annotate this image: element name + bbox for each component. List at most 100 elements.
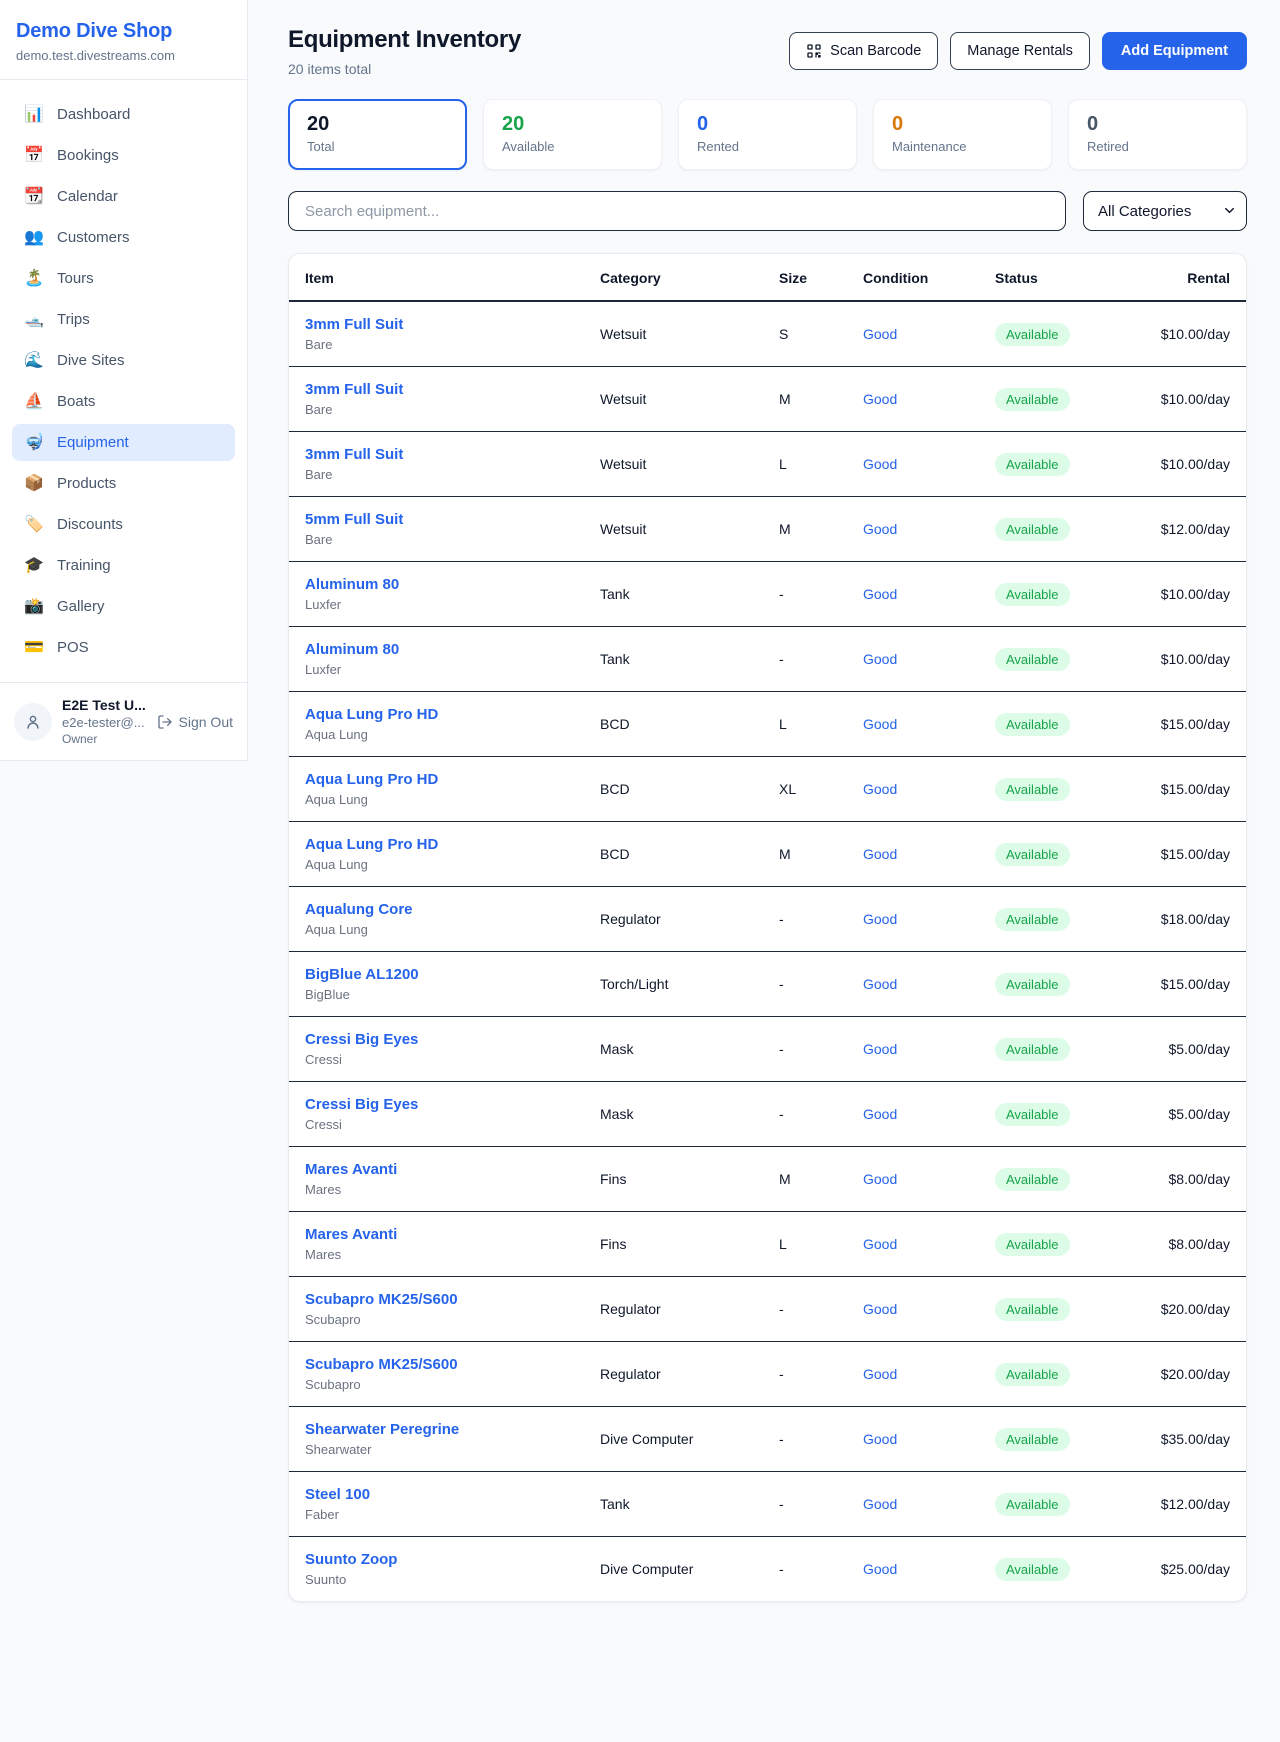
status-badge: Available [995, 322, 1070, 346]
item-name-link[interactable]: Cressi Big Eyes [305, 1031, 419, 1048]
table-row[interactable]: Aqua Lung Pro HD Aqua Lung BCD L Good Availab… [289, 692, 1246, 757]
sidebar-item-gallery[interactable]: 📸 Gallery [12, 588, 235, 625]
table-row[interactable]: Suunto Zoop Suunto Dive Computer - Good Avail… [289, 1537, 1246, 1602]
table-row[interactable]: Aqua Lung Pro HD Aqua Lung BCD XL Good Availa… [289, 757, 1246, 822]
condition-link[interactable]: Good [863, 1366, 898, 1382]
sidebar-item-dashboard[interactable]: 📊 Dashboard [12, 96, 235, 133]
condition-link[interactable]: Good [863, 716, 898, 732]
condition-link[interactable]: Good [863, 846, 898, 862]
item-name-link[interactable]: Aqualung Core [305, 901, 413, 918]
sidebar-item-products[interactable]: 📦 Products [12, 465, 235, 502]
condition-link[interactable]: Good [863, 651, 898, 667]
add-equipment-button[interactable]: Add Equipment [1101, 32, 1247, 70]
table-row[interactable]: BigBlue AL1200 BigBlue Torch/Light - Good Ava… [289, 952, 1246, 1017]
item-name-link[interactable]: Shearwater Peregrine [305, 1421, 460, 1438]
search-input[interactable] [288, 191, 1066, 231]
item-name-link[interactable]: 5mm Full Suit [305, 511, 404, 528]
item-name-link[interactable]: Cressi Big Eyes [305, 1096, 419, 1113]
sidebar-item-bookings[interactable]: 📅 Bookings [12, 137, 235, 174]
table-row[interactable]: Mares Avanti Mares Fins L Good Available $8.00… [289, 1212, 1246, 1277]
table-row[interactable]: Scubapro MK25/S600 Scubapro Regulator - Good… [289, 1277, 1246, 1342]
condition-link[interactable]: Good [863, 1301, 898, 1317]
stat-card-maintenance[interactable]: 0 Maintenance [873, 99, 1052, 170]
condition-link[interactable]: Good [863, 976, 898, 992]
status-badge: Available [995, 907, 1070, 931]
condition-link[interactable]: Good [863, 1431, 898, 1447]
stat-card-rented[interactable]: 0 Rented [678, 99, 857, 170]
condition-link[interactable]: Good [863, 1171, 898, 1187]
item-name-link[interactable]: Aluminum 80 [305, 641, 400, 658]
condition-link[interactable]: Good [863, 1041, 898, 1057]
condition-link[interactable]: Good [863, 1496, 898, 1512]
scan-barcode-button[interactable]: Scan Barcode [789, 32, 939, 70]
sidebar-item-customers[interactable]: 👥 Customers [12, 219, 235, 256]
sidebar-item-pos[interactable]: 💳 POS [12, 629, 235, 666]
condition-link[interactable]: Good [863, 456, 898, 472]
sign-out-button[interactable]: Sign Out [157, 714, 233, 730]
table-row[interactable]: Aqualung Core Aqua Lung Regulator - Good Avai… [289, 887, 1246, 952]
sidebar-item-trips[interactable]: 🛥️ Trips [12, 301, 235, 338]
table-row[interactable]: 3mm Full Suit Bare Wetsuit L Good Available $1… [289, 432, 1246, 497]
sidebar-item-training[interactable]: 🎓 Training [12, 547, 235, 584]
bar-chart-icon: 📊 [24, 105, 44, 123]
stat-card-total[interactable]: 20 Total [288, 99, 467, 170]
item-name-link[interactable]: 3mm Full Suit [305, 316, 404, 333]
table-row[interactable]: Cressi Big Eyes Cressi Mask - Good Available $… [289, 1082, 1246, 1147]
condition-link[interactable]: Good [863, 1236, 898, 1252]
item-name-link[interactable]: Scubapro MK25/S600 [305, 1291, 458, 1308]
table-row[interactable]: Cressi Big Eyes Cressi Mask - Good Available $… [289, 1017, 1246, 1082]
table-row[interactable]: 5mm Full Suit Bare Wetsuit M Good Available $1… [289, 497, 1246, 562]
page-subtitle: 20 items total [288, 61, 372, 77]
stat-card-retired[interactable]: 0 Retired [1068, 99, 1247, 170]
brand-block: Demo Dive Shop demo.test.divestreams.com [0, 0, 247, 80]
column-header-category: Category [584, 254, 763, 302]
sidebar-item-tours[interactable]: 🏝️ Tours [12, 260, 235, 297]
sidebar-item-boats[interactable]: ⛵ Boats [12, 383, 235, 420]
status-badge: Available [995, 842, 1070, 866]
sidebar-item-calendar[interactable]: 📆 Calendar [12, 178, 235, 215]
item-name-link[interactable]: Aqua Lung Pro HD [305, 706, 439, 723]
item-name-link[interactable]: Steel 100 [305, 1486, 371, 1503]
table-row[interactable]: Aqua Lung Pro HD Aqua Lung BCD M Good Availab… [289, 822, 1246, 887]
item-category: Wetsuit [600, 521, 647, 537]
page-header: Equipment Inventory 20 items total Scan … [288, 26, 1247, 77]
sidebar-item-label: Tours [57, 270, 94, 287]
table-row[interactable]: Steel 100 Faber Tank - Good Available $12.00/d… [289, 1472, 1246, 1537]
condition-link[interactable]: Good [863, 1106, 898, 1122]
manage-rentals-button[interactable]: Manage Rentals [950, 32, 1090, 70]
table-row[interactable]: 3mm Full Suit Bare Wetsuit S Good Available $1… [289, 301, 1246, 367]
condition-link[interactable]: Good [863, 521, 898, 537]
condition-link[interactable]: Good [863, 911, 898, 927]
table-row[interactable]: Scubapro MK25/S600 Scubapro Regulator - Good… [289, 1342, 1246, 1407]
table-row[interactable]: Shearwater Peregrine Shearwater Dive Compu… [289, 1407, 1246, 1472]
sidebar-item-label: Bookings [57, 147, 119, 164]
item-name-link[interactable]: Scubapro MK25/S600 [305, 1356, 458, 1373]
item-name-link[interactable]: Aqua Lung Pro HD [305, 771, 439, 788]
item-name-link[interactable]: BigBlue AL1200 [305, 966, 419, 983]
condition-link[interactable]: Good [863, 326, 898, 342]
table-row[interactable]: Aluminum 80 Luxfer Tank - Good Available $10.0… [289, 627, 1246, 692]
table-row[interactable]: 3mm Full Suit Bare Wetsuit M Good Available $1… [289, 367, 1246, 432]
item-name-link[interactable]: 3mm Full Suit [305, 446, 404, 463]
condition-link[interactable]: Good [863, 586, 898, 602]
item-brand: Scubapro [305, 1377, 361, 1392]
item-size: - [779, 586, 784, 602]
sidebar-item-equipment[interactable]: 🤿 Equipment [12, 424, 235, 461]
item-name-link[interactable]: Aluminum 80 [305, 576, 400, 593]
item-name-link[interactable]: Mares Avanti [305, 1226, 398, 1243]
table-row[interactable]: Aluminum 80 Luxfer Tank - Good Available $10.0… [289, 562, 1246, 627]
sidebar-item-dive-sites[interactable]: 🌊 Dive Sites [12, 342, 235, 379]
item-category: Regulator [600, 1366, 661, 1382]
item-name-link[interactable]: Aqua Lung Pro HD [305, 836, 439, 853]
table-header: Item Category Size Condition Status Rental [289, 254, 1246, 302]
table-row[interactable]: Mares Avanti Mares Fins M Good Available $8.00… [289, 1147, 1246, 1212]
item-name-link[interactable]: 3mm Full Suit [305, 381, 404, 398]
condition-link[interactable]: Good [863, 391, 898, 407]
item-name-link[interactable]: Suunto Zoop [305, 1551, 398, 1568]
sidebar-item-discounts[interactable]: 🏷️ Discounts [12, 506, 235, 543]
stat-card-available[interactable]: 20 Available [483, 99, 662, 170]
category-select[interactable]: All Categories [1083, 191, 1247, 231]
item-name-link[interactable]: Mares Avanti [305, 1161, 398, 1178]
condition-link[interactable]: Good [863, 781, 898, 797]
condition-link[interactable]: Good [863, 1561, 898, 1577]
